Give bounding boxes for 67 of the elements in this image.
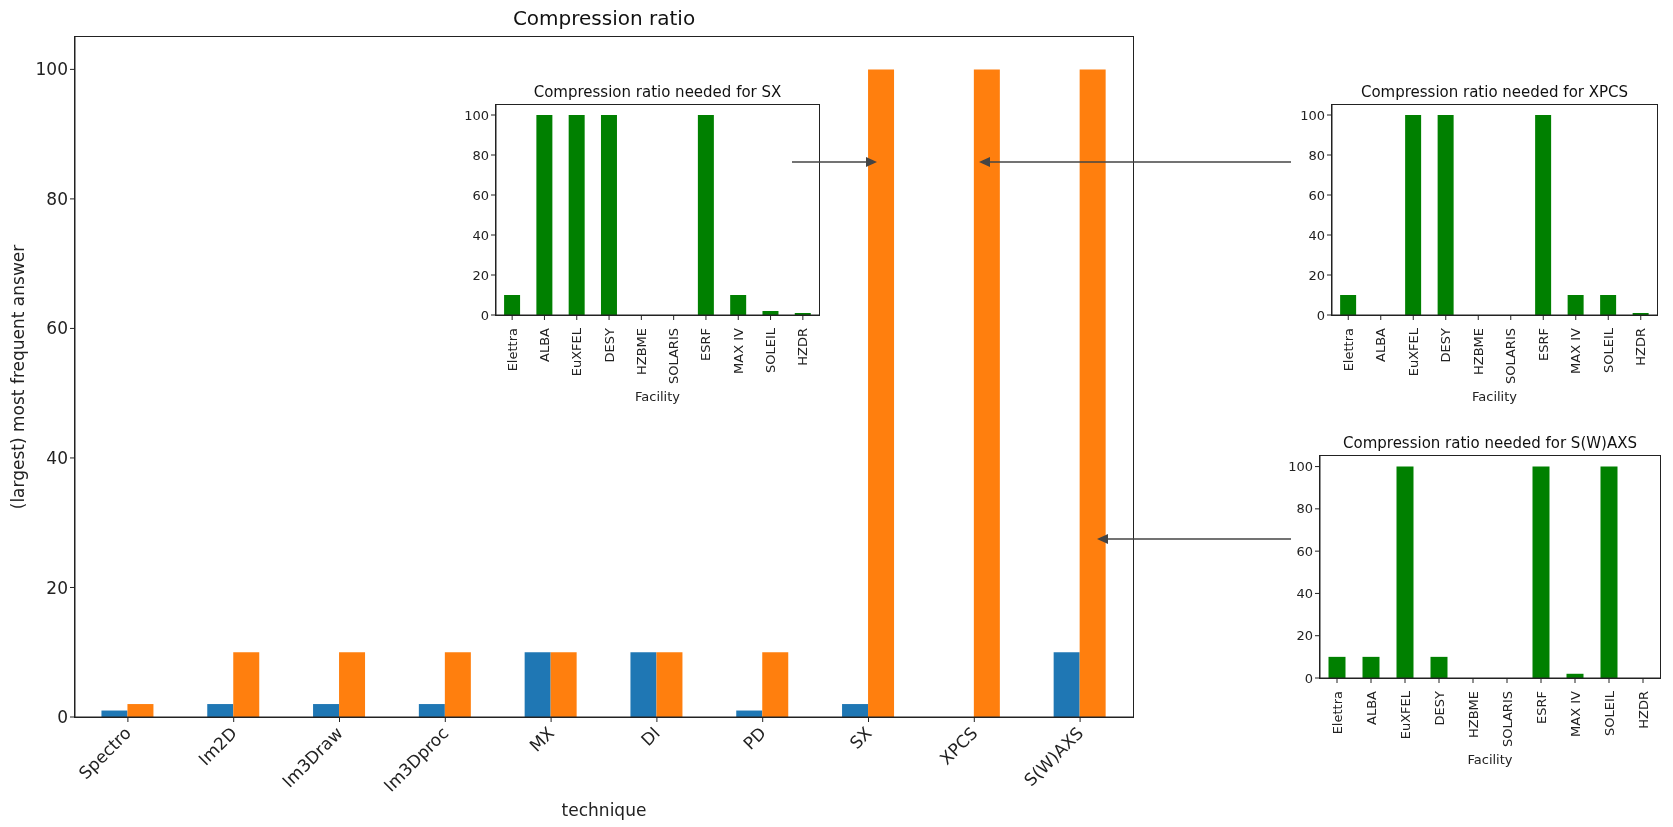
x-tick-label: MX xyxy=(525,722,559,756)
chart-title: Compression ratio needed for SX xyxy=(532,82,783,103)
x-tick-label: SOLEIL xyxy=(763,327,779,374)
chart-title: Compression ratio needed for S(W)AXS xyxy=(1342,433,1638,454)
y-tick-label: 20 xyxy=(472,267,489,283)
y-tick-label: 40 xyxy=(1296,586,1313,602)
x-axis-title: technique xyxy=(560,799,648,821)
x-tick-label: ALBA xyxy=(1373,327,1389,362)
x-tick-label: HZDR xyxy=(1635,691,1651,729)
y-tick-label: 0 xyxy=(57,707,68,728)
y-tick-label: 60 xyxy=(46,318,68,339)
y-tick-label: 0 xyxy=(1316,307,1325,323)
x-tick-label: Elettra xyxy=(1340,328,1356,372)
x-axis-title: Facility xyxy=(1466,752,1514,768)
x-tick-label: DESY xyxy=(1431,690,1447,726)
x-tick-label: SOLARIS xyxy=(1499,691,1515,748)
x-tick-label: Elettra xyxy=(1329,691,1345,735)
y-tick-label: 40 xyxy=(46,447,68,468)
y-tick-label: 0 xyxy=(480,307,489,323)
y-tick-label: 60 xyxy=(1308,187,1325,203)
x-tick-label: EuXFEL xyxy=(569,327,585,377)
y-tick-label: 100 xyxy=(35,59,68,80)
x-tick-label: HZDR xyxy=(795,328,811,366)
x-tick-label: HZBME xyxy=(633,328,649,376)
y-tick-label: 100 xyxy=(1300,107,1325,123)
y-tick-label: 80 xyxy=(46,188,68,209)
y-tick-label: 60 xyxy=(1296,543,1313,559)
y-tick-label: 100 xyxy=(1288,459,1313,475)
y-tick-label: 100 xyxy=(464,107,489,123)
chart-title: Compression ratio needed for XPCS xyxy=(1359,82,1630,103)
x-tick-label: DESY xyxy=(601,327,617,363)
x-tick-label: Elettra xyxy=(504,328,520,372)
y-tick-label: 80 xyxy=(1308,147,1325,163)
x-tick-label: ALBA xyxy=(1363,690,1379,725)
x-tick-label: SX xyxy=(845,722,876,753)
y-tick-label: 40 xyxy=(1308,227,1325,243)
x-tick-label: EuXFEL xyxy=(1405,327,1421,377)
y-tick-label: 0 xyxy=(1304,670,1313,686)
y-tick-label: 40 xyxy=(472,227,489,243)
chart-title: Compression ratio xyxy=(511,5,697,32)
x-tick-label: MAX IV xyxy=(1567,690,1583,737)
y-tick-label: 80 xyxy=(472,147,489,163)
x-tick-label: DI xyxy=(637,722,664,750)
x-tick-label: HZDR xyxy=(1633,328,1649,366)
x-tick-label: ESRF xyxy=(1533,691,1549,724)
x-tick-label: SOLARIS xyxy=(1503,328,1519,385)
x-tick-label: SOLARIS xyxy=(666,328,682,385)
x-axis-title: Facility xyxy=(634,389,681,405)
x-tick-label: HZBME xyxy=(1465,691,1481,739)
x-tick-label: SOLEIL xyxy=(1600,327,1616,374)
y-tick-label: 20 xyxy=(46,577,68,598)
x-tick-label: ESRF xyxy=(698,328,714,361)
y-tick-label: 80 xyxy=(1296,501,1313,517)
x-tick-label: MAX IV xyxy=(730,327,746,374)
y-tick-label: 20 xyxy=(1296,628,1313,644)
x-tick-label: ESRF xyxy=(1535,328,1551,361)
x-axis-title: Facility xyxy=(1471,389,1518,405)
x-tick-label: MAX IV xyxy=(1568,327,1584,374)
x-tick-label: PD xyxy=(739,722,770,754)
x-tick-label: SOLEIL xyxy=(1601,690,1617,737)
y-axis-title: (largest) most frequent answer xyxy=(7,243,29,512)
x-tick-label: HZBME xyxy=(1470,328,1486,376)
y-tick-label: 20 xyxy=(1308,267,1325,283)
y-tick-label: 60 xyxy=(472,187,489,203)
x-tick-label: EuXFEL xyxy=(1397,690,1413,740)
x-tick-label: ALBA xyxy=(536,327,552,362)
x-tick-label: DESY xyxy=(1438,327,1454,363)
